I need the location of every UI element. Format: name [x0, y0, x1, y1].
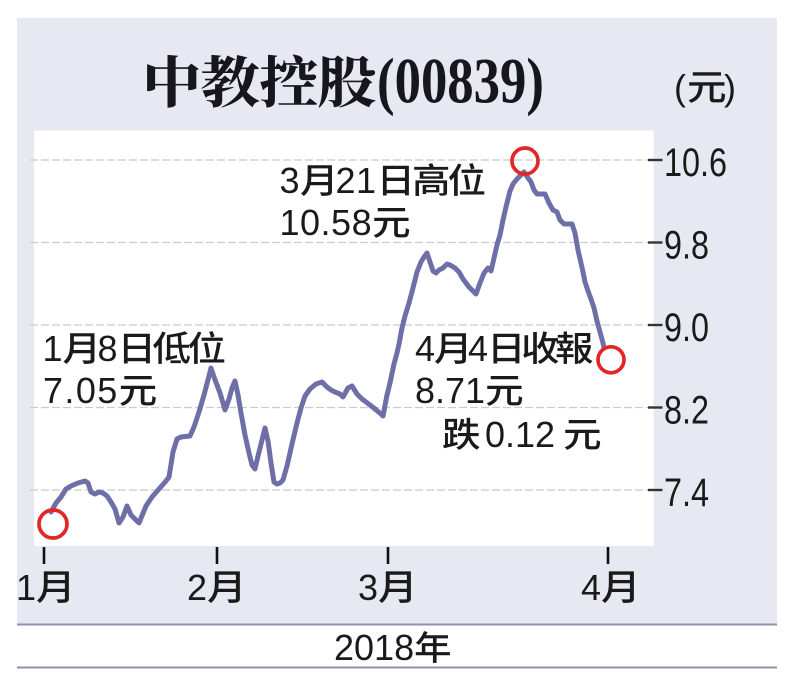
- svg-text:10.58: 10.58: [280, 202, 373, 243]
- svg-text:8: 8: [98, 328, 118, 369]
- svg-text:9.0: 9.0: [664, 306, 709, 350]
- svg-text:2018: 2018: [334, 627, 414, 668]
- svg-text:21: 21: [336, 160, 377, 201]
- svg-text:4: 4: [581, 567, 601, 608]
- svg-text:9.8: 9.8: [664, 224, 709, 268]
- svg-text:4: 4: [415, 328, 434, 369]
- svg-text:4: 4: [468, 328, 487, 369]
- svg-text:10.6: 10.6: [664, 141, 727, 185]
- svg-text:8.2: 8.2: [664, 389, 709, 433]
- svg-text:7.05: 7.05: [43, 370, 119, 411]
- svg-text:2: 2: [187, 567, 207, 608]
- svg-text:1: 1: [16, 567, 36, 608]
- svg-text:1: 1: [43, 328, 63, 369]
- svg-text:7.4: 7.4: [664, 471, 709, 515]
- svg-text:3: 3: [280, 160, 301, 201]
- svg-text:0.12: 0.12: [485, 414, 555, 455]
- svg-text:3: 3: [358, 567, 378, 608]
- svg-text:(00839): (00839): [377, 46, 544, 118]
- svg-text:(: (: [674, 67, 687, 108]
- svg-text:): ): [724, 67, 737, 108]
- svg-text:8.71: 8.71: [415, 370, 485, 411]
